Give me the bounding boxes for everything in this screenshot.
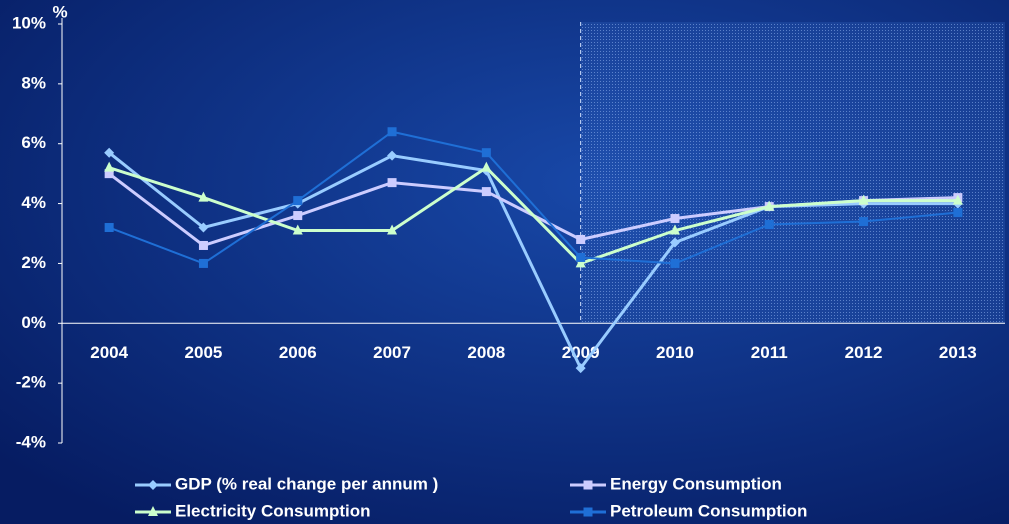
- marker: [198, 258, 208, 268]
- marker: [481, 148, 491, 158]
- marker: [198, 222, 209, 233]
- marker: [859, 217, 869, 227]
- marker: [198, 240, 208, 250]
- marker: [952, 194, 963, 205]
- marker: [576, 234, 586, 244]
- marker: [293, 211, 303, 221]
- y-tick-label: 10%: [12, 13, 46, 32]
- x-tick-label: 2006: [279, 343, 317, 362]
- marker: [387, 178, 397, 188]
- y-tick-label: -2%: [16, 373, 46, 392]
- legend-label: Energy Consumption: [610, 474, 782, 493]
- marker: [764, 200, 775, 211]
- marker: [387, 127, 397, 137]
- series-line: [108, 130, 958, 265]
- marker: [198, 191, 209, 202]
- y-tick-label: 8%: [21, 73, 46, 92]
- marker: [583, 480, 593, 490]
- marker: [575, 257, 586, 268]
- y-unit: %: [52, 2, 67, 21]
- x-tick-label: 2008: [467, 343, 505, 362]
- marker: [104, 161, 115, 172]
- marker: [293, 196, 303, 206]
- legend-label: Petroleum Consumption: [610, 501, 807, 520]
- marker: [575, 363, 586, 374]
- marker: [858, 194, 869, 205]
- marker: [669, 237, 680, 248]
- x-tick-label: 2012: [845, 343, 883, 362]
- legend-label: Electricity Consumption: [175, 501, 371, 520]
- x-tick-label: 2004: [90, 343, 128, 362]
- marker: [292, 224, 303, 235]
- marker: [148, 480, 158, 490]
- marker: [953, 208, 963, 218]
- marker: [670, 258, 680, 268]
- x-tick-label: 2007: [373, 343, 411, 362]
- x-tick-label: 2013: [939, 343, 977, 362]
- y-tick-label: 4%: [21, 193, 46, 212]
- marker: [387, 224, 398, 235]
- marker: [670, 214, 680, 224]
- marker: [481, 161, 492, 172]
- forecast-region: [580, 22, 1005, 324]
- y-tick-label: 0%: [21, 313, 46, 332]
- y-tick-label: -4%: [16, 432, 46, 451]
- marker: [387, 150, 398, 161]
- marker: [576, 252, 586, 262]
- marker: [148, 506, 158, 516]
- marker: [104, 223, 114, 233]
- x-tick-label: 2010: [656, 343, 694, 362]
- marker: [583, 507, 593, 517]
- legend-label: GDP (% real change per annum ): [175, 474, 438, 493]
- y-tick-label: 6%: [21, 133, 46, 152]
- marker: [104, 147, 115, 158]
- y-tick-label: 2%: [21, 253, 46, 272]
- marker: [669, 224, 680, 235]
- marker: [104, 169, 114, 179]
- marker: [481, 187, 491, 197]
- x-tick-label: 2011: [751, 343, 788, 362]
- x-tick-label: 2005: [185, 343, 223, 362]
- marker: [764, 220, 774, 230]
- series-line: [108, 165, 958, 266]
